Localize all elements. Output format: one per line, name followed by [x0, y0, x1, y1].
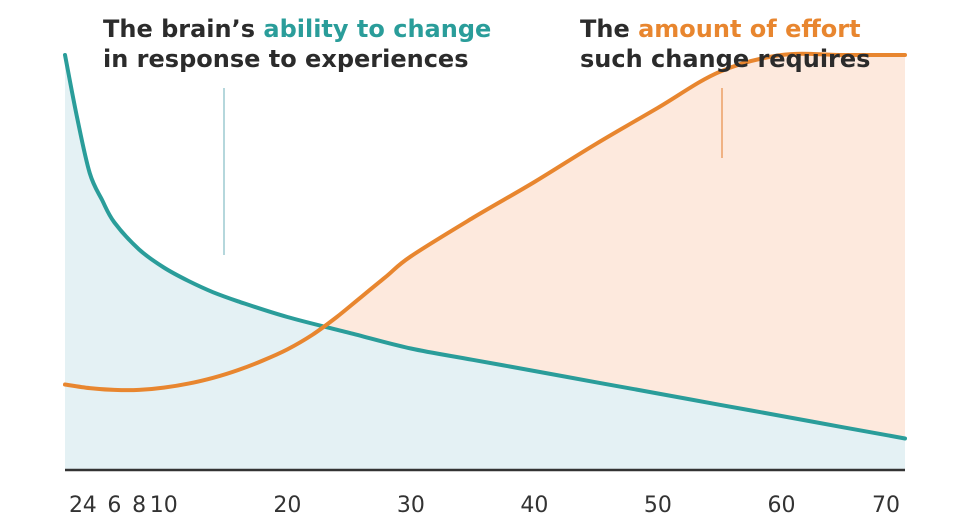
effort-annotation-line2: such change requires: [580, 45, 871, 73]
x-tick-label: 10: [150, 493, 178, 518]
x-tick-label: 30: [397, 493, 425, 518]
ability-annotation-line2: in response to experiences: [103, 45, 469, 73]
ability-annotation-line1: The brain’s ability to change: [103, 14, 491, 44]
effort-annotation-prefix: The: [580, 15, 639, 43]
x-tick-label: 2: [69, 493, 83, 518]
x-tick-label: 70: [872, 493, 900, 518]
ability-line: [63, 53, 907, 441]
x-tick-label: 40: [520, 493, 548, 518]
effort-line: [63, 51, 907, 393]
ability-area: [65, 55, 905, 470]
x-tick-label: 60: [768, 493, 796, 518]
x-tick-labels: 2 4 6 8 10 20 30 40 50 60 70: [69, 493, 900, 518]
effort-annotation: The amount of effort such change require…: [580, 14, 870, 74]
x-tick-label: 8: [132, 493, 146, 518]
x-tick-label: 50: [644, 493, 672, 518]
ability-annotation-prefix: The brain’s: [103, 15, 264, 43]
effort-annotation-line1: The amount of effort: [580, 14, 870, 44]
ability-annotation: The brain’s ability to change in respons…: [103, 14, 491, 74]
ability-annotation-highlight: ability to change: [263, 15, 492, 43]
x-tick-label: 4: [83, 493, 97, 518]
effort-annotation-highlight: amount of effort: [638, 15, 861, 43]
x-tick-label: 6: [107, 493, 121, 518]
x-tick-label: 20: [273, 493, 301, 518]
